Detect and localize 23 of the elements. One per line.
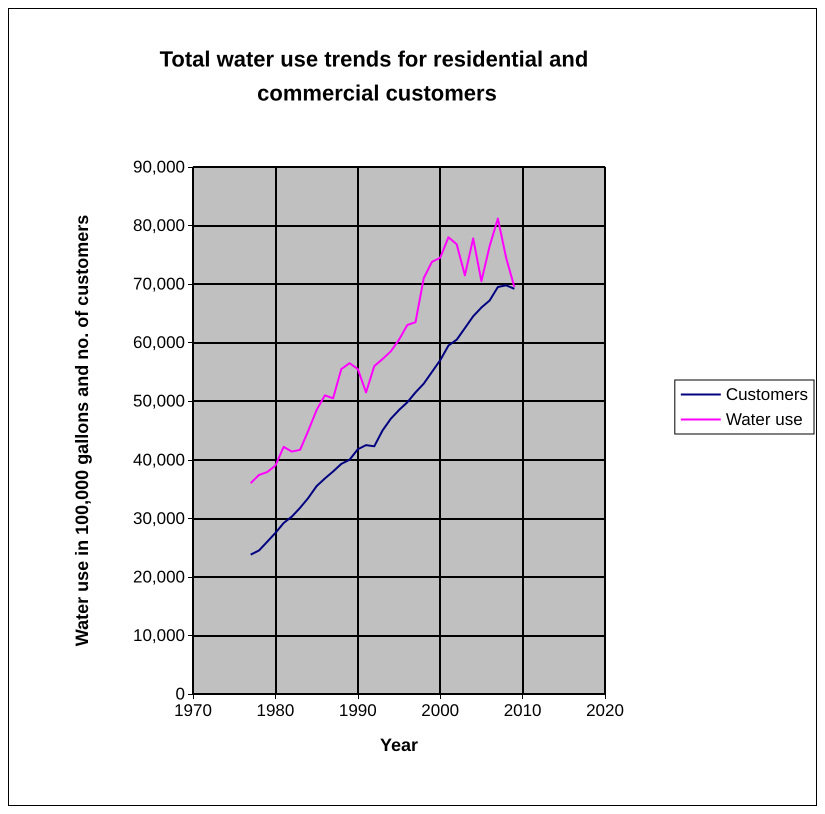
y-tick-label: 30,000 <box>133 508 185 528</box>
line-series <box>250 218 516 484</box>
y-tick-label: 50,000 <box>133 392 185 411</box>
legend-label: Water use <box>726 410 803 429</box>
y-axis-title: Water use in 100,000 gallons and no. of customers <box>72 214 92 646</box>
legend-label: Customers <box>726 385 808 404</box>
y-tick-label: 90,000 <box>133 158 185 176</box>
x-axis-title: Year <box>380 735 418 755</box>
y-tick-label: 60,000 <box>133 333 185 352</box>
y-tick-label: 40,000 <box>133 450 185 470</box>
y-tick-label: 80,000 <box>133 216 185 236</box>
x-tick-label: 1970 <box>174 701 212 720</box>
chart-title: Total water use trends for residential and commercial customers <box>160 46 594 106</box>
y-tick-label: 70,000 <box>133 274 185 294</box>
y-tick-label: 0 <box>176 684 185 704</box>
y-tick-label: 10,000 <box>133 626 185 645</box>
y-tick-label: 20,000 <box>133 567 185 586</box>
x-tick-label: 2000 <box>421 701 460 720</box>
x-tick-label: 1980 <box>256 701 294 720</box>
x-tick-label: 2010 <box>504 701 542 720</box>
x-tick-label: 2020 <box>586 701 624 720</box>
line-series <box>250 284 516 556</box>
x-tick-label: 1990 <box>338 701 377 720</box>
